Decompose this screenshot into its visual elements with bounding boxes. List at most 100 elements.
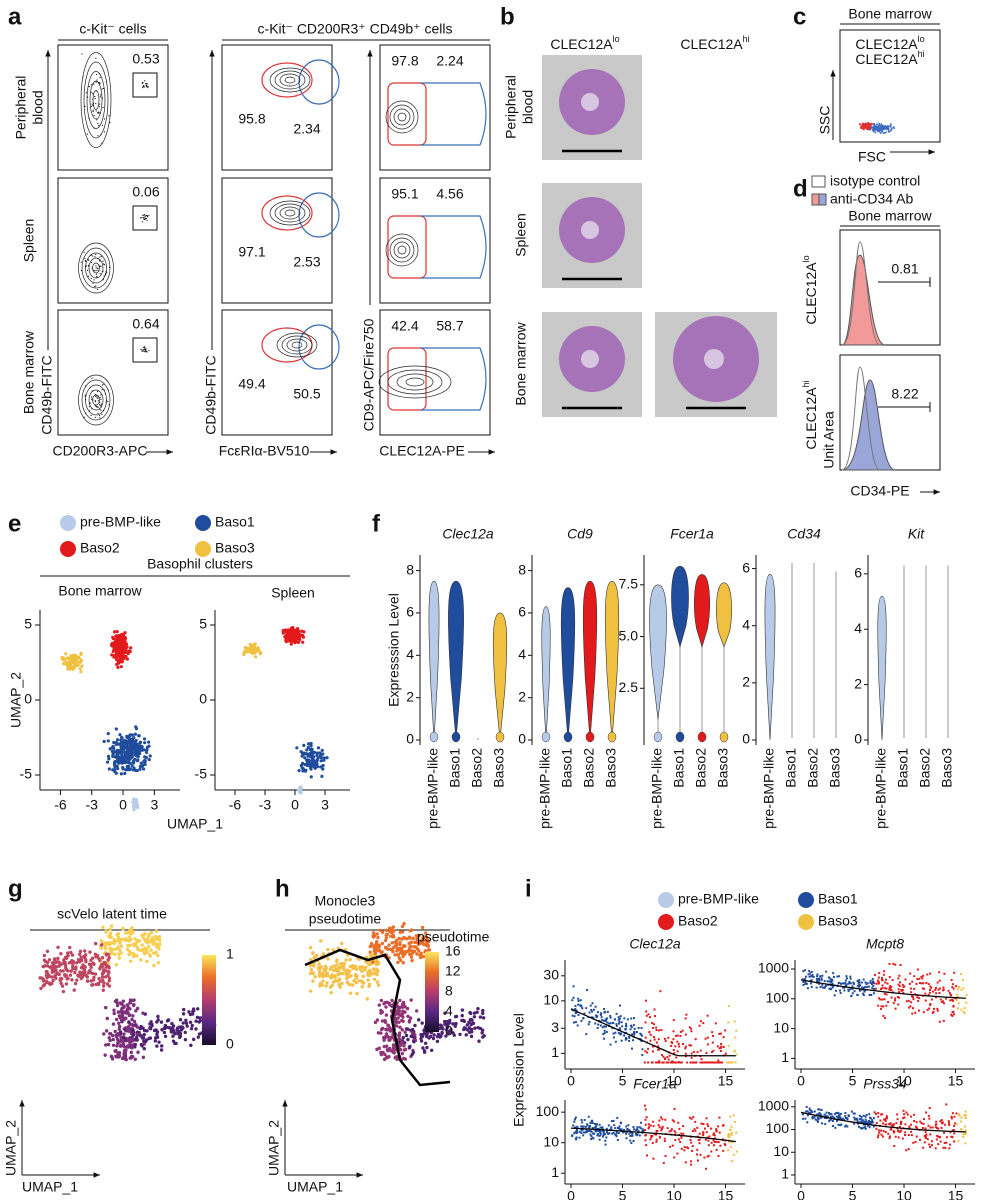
cell-dot (468, 1017, 473, 1022)
label: pre-BMP-like (761, 748, 777, 829)
label-base: CLEC12A (680, 36, 743, 52)
expression-dot (938, 1136, 941, 1139)
cell-dot (106, 739, 110, 743)
expression-dot (573, 1015, 576, 1018)
expression-dot (611, 1132, 614, 1135)
expression-dot (951, 1135, 954, 1138)
expression-dot (962, 1133, 965, 1136)
cell-dot (119, 741, 123, 745)
expression-dot (821, 974, 824, 977)
expression-dot (575, 1136, 578, 1139)
expression-dot (609, 1128, 612, 1131)
cell-dot (866, 126, 869, 129)
expression-dot (620, 1128, 623, 1131)
expression-dot (887, 1001, 890, 1004)
cell-dot (889, 123, 892, 125)
expression-dot (604, 1020, 607, 1023)
cell-dot (83, 969, 87, 974)
expression-dot (902, 1109, 905, 1112)
cell-dot (102, 260, 104, 262)
expression-dot (657, 1045, 660, 1048)
label: Baso1 (559, 748, 575, 788)
cell-dot (153, 1039, 158, 1043)
expression-dot (864, 981, 867, 984)
cell-dot (97, 395, 99, 397)
expression-dot (861, 1119, 864, 1122)
expression-dot (694, 1061, 697, 1064)
cell-dot (140, 933, 144, 937)
expression-dot (908, 982, 911, 985)
expression-dot (885, 978, 888, 981)
cell-dot (391, 949, 395, 954)
cell-dot (94, 982, 98, 987)
expression-dot (676, 1152, 679, 1155)
expression-dot (644, 1050, 647, 1053)
expression-dot (859, 1121, 862, 1124)
cell-dot (133, 1057, 138, 1062)
cell-dot (111, 1037, 115, 1042)
cell-dot (424, 943, 429, 948)
cell-dot (443, 1011, 447, 1015)
cell-dot (117, 1024, 122, 1029)
expression-dot (692, 1061, 695, 1064)
cell-dot (88, 86, 90, 88)
expression-dot (673, 1120, 676, 1123)
expression-dot (835, 989, 838, 992)
cell-dot (407, 1018, 412, 1023)
expression-dot (837, 1115, 840, 1118)
expression-dot (679, 1140, 682, 1143)
cell-dot (195, 1015, 200, 1020)
cell-dot (385, 1044, 389, 1048)
expression-dot (932, 1010, 935, 1013)
expression-dot (860, 981, 863, 984)
expression-dot (840, 1123, 843, 1126)
cell-dot (119, 645, 123, 649)
expression-dot (583, 1012, 586, 1015)
flow-plot (379, 44, 491, 171)
expression-dot (858, 979, 861, 982)
expression-dot (689, 1044, 692, 1047)
expression-dot (630, 1142, 633, 1145)
cell-dot (402, 1048, 407, 1052)
cell-dot (311, 755, 315, 760)
expression-dot (913, 987, 916, 990)
cell-dot (116, 766, 120, 771)
cell-dot (379, 998, 384, 1003)
expression-dot (700, 1061, 703, 1064)
cell-dot (348, 991, 353, 995)
cell-dot (440, 1031, 444, 1035)
expression-dot (944, 1123, 947, 1126)
cell-dot (102, 410, 105, 412)
cell-dot (127, 753, 131, 757)
expression-dot (865, 1120, 868, 1123)
expression-dot (836, 1111, 839, 1114)
expression-dot (817, 1113, 820, 1116)
expression-dot (684, 1161, 687, 1164)
expression-dot (897, 1003, 900, 1006)
cell-dot (297, 769, 301, 773)
expression-dot (597, 1023, 600, 1026)
tick-label: 1 (551, 1164, 559, 1180)
cell-dot (408, 952, 412, 956)
cell-dot (100, 403, 102, 405)
expression-dot (575, 1132, 578, 1135)
cell-dot (114, 962, 119, 967)
cell-dot (311, 761, 316, 765)
cell-dot (340, 941, 344, 946)
expression-dot (673, 1156, 676, 1159)
cell-dot (94, 270, 96, 272)
expression-dot (899, 1130, 902, 1133)
expression-dot (605, 1127, 608, 1130)
tick-label: 30 (543, 967, 559, 983)
cell-dot (99, 417, 101, 419)
cell-dot (118, 733, 122, 737)
cell-dot (371, 967, 376, 972)
cell-dot (140, 764, 144, 768)
cell-dot (309, 767, 313, 771)
gate-value: 2.53 (293, 254, 320, 270)
expression-dot (928, 1143, 931, 1146)
expression-dot (897, 1130, 900, 1133)
expression-dot (835, 1115, 838, 1118)
expression-dot (865, 1113, 868, 1116)
